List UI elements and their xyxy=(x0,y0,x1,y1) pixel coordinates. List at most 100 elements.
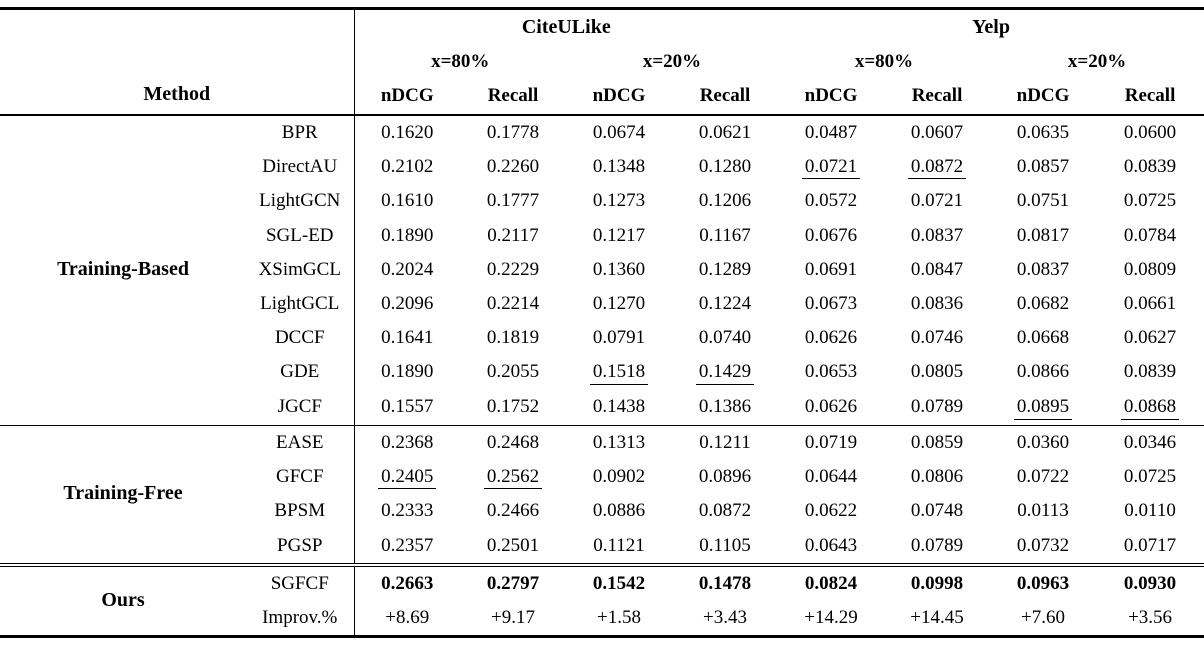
value: 0.1217 xyxy=(592,224,646,246)
table-row: DCCF 0.1641 0.1819 0.0791 0.0740 0.0626 0.0746… xyxy=(0,320,1204,355)
metric-value: 0.1429 xyxy=(672,355,778,390)
method-name: SGL-ED xyxy=(265,224,334,246)
value: 0.0784 xyxy=(1123,224,1177,246)
value: 0.1105 xyxy=(699,534,751,556)
split-header: x=20% xyxy=(1067,51,1127,73)
metric-value: 0.0346 xyxy=(1096,424,1204,460)
value: +14.45 xyxy=(910,606,964,628)
table-header: Method CiteULike Yelp x=80% x=20% x=80% … xyxy=(0,8,1204,115)
metric-value: +14.45 xyxy=(884,601,990,637)
metric-value: 0.2562 xyxy=(460,460,566,495)
value: 0.0600 xyxy=(1123,121,1177,143)
group-label: Ours xyxy=(0,562,246,637)
value: 0.0751 xyxy=(1016,190,1070,212)
value: 0.2466 xyxy=(486,500,540,522)
table-row: JGCF 0.1557 0.1752 0.1438 0.1386 0.0626 0.0789… xyxy=(0,389,1204,426)
value: 0.0644 xyxy=(804,466,858,487)
value: 0.2024 xyxy=(381,258,434,280)
metric-value: 0.0868 xyxy=(1096,390,1204,425)
metric-value: 0.0872 xyxy=(884,150,990,185)
metric-value: 0.0572 xyxy=(778,184,884,218)
value: 0.0113 xyxy=(1017,500,1069,522)
metric-value: 0.1105 xyxy=(672,529,778,565)
value: 0.0722 xyxy=(1016,466,1070,487)
value: 0.2055 xyxy=(486,361,540,383)
metric-value: 0.1890 xyxy=(353,354,461,390)
value: 0.0346 xyxy=(1123,431,1177,453)
metric-header: Recall xyxy=(911,85,963,107)
value: 0.0717 xyxy=(1123,534,1177,556)
metric-value: 0.2102 xyxy=(353,149,461,185)
metric-value: 0.1386 xyxy=(672,390,778,425)
best-value: 0.0824 xyxy=(804,572,858,594)
value: 0.0622 xyxy=(804,500,858,522)
best-value: 0.1478 xyxy=(698,572,752,594)
value: 0.1610 xyxy=(381,190,434,212)
method-name: BPR xyxy=(281,121,318,143)
metric-value: 0.2214 xyxy=(460,287,566,321)
metric-value: 0.2797 xyxy=(460,562,567,601)
metric-value: 0.0661 xyxy=(1096,287,1204,321)
value: 0.0789 xyxy=(910,396,964,418)
metric-value: 0.0837 xyxy=(884,219,990,253)
metric-value: 0.1280 xyxy=(672,150,778,185)
value: 0.0809 xyxy=(1123,258,1177,280)
metric-value: 0.1641 xyxy=(353,320,461,355)
metric-value: 0.2501 xyxy=(460,529,566,565)
metric-value: 0.0674 xyxy=(566,115,672,150)
metric-value: 0.2229 xyxy=(460,253,566,287)
value: +3.56 xyxy=(1128,606,1173,628)
value: 0.0746 xyxy=(910,326,964,348)
metric-value: 0.0113 xyxy=(990,494,1096,528)
metric-header: nDCG xyxy=(804,85,858,107)
value: 0.1121 xyxy=(593,534,645,556)
value: 0.0805 xyxy=(910,361,964,383)
metric-value: 0.2466 xyxy=(460,494,566,528)
metric-value: 0.0791 xyxy=(566,321,672,355)
metric-value: 0.0930 xyxy=(1096,562,1204,601)
metric-value: 0.0824 xyxy=(778,562,885,601)
table-row: Training-Based BPR 0.1620 0.1778 0.0674 0.062… xyxy=(0,114,1204,280)
table-row: LightGCN 0.1610 0.1777 0.1273 0.1206 0.0572 0.… xyxy=(0,184,1204,219)
table-row: GFCF 0.2405 0.2562 0.0902 0.0896 0.0644 0.0806… xyxy=(0,459,1204,495)
metric-value: 0.1620 xyxy=(353,114,461,150)
method-column-header: Method xyxy=(143,83,211,106)
metric-value: 0.0110 xyxy=(1096,494,1204,528)
metric-value: 0.0806 xyxy=(884,460,990,495)
metric-value: 0.2117 xyxy=(460,219,566,253)
second-best-value: 0.0872 xyxy=(907,156,967,180)
metric-value: 0.0896 xyxy=(672,460,778,495)
value: 0.0487 xyxy=(804,121,858,143)
value: +3.43 xyxy=(703,606,747,628)
metric-value: +8.69 xyxy=(353,600,461,637)
metric-value: 0.0725 xyxy=(1096,460,1204,495)
metric-value: 0.2260 xyxy=(460,150,566,185)
metric-value: 0.2096 xyxy=(353,286,461,321)
metric-value: 0.1778 xyxy=(460,115,566,150)
metric-value: 0.2333 xyxy=(353,494,461,529)
value: 0.1438 xyxy=(592,396,646,418)
metric-value: 0.0872 xyxy=(672,494,778,528)
value: 0.0668 xyxy=(1016,326,1070,348)
metric-value: 0.1270 xyxy=(566,287,672,321)
value: 0.0626 xyxy=(804,326,858,348)
second-best-value: 0.2405 xyxy=(378,466,437,490)
value: 0.0866 xyxy=(1016,361,1070,383)
dataset-header-row: Method CiteULike Yelp xyxy=(0,8,1204,105)
value: 0.0817 xyxy=(1016,224,1070,246)
best-value: 0.2797 xyxy=(486,572,540,594)
metric-value: 0.0902 xyxy=(566,460,672,495)
value: 0.0360 xyxy=(1016,431,1070,453)
value: 0.2214 xyxy=(486,292,540,314)
metric-value: +9.17 xyxy=(460,601,566,637)
metric-value: +7.60 xyxy=(990,601,1096,637)
metric-value: 0.1360 xyxy=(566,253,672,287)
value: 0.1313 xyxy=(592,431,646,453)
method-name: LightGCN xyxy=(259,190,341,212)
metric-header: nDCG xyxy=(1016,85,1070,107)
second-best-value: 0.0895 xyxy=(1013,396,1073,420)
results-table: Method CiteULike Yelp x=80% x=20% x=80% … xyxy=(0,7,1204,638)
metric-value: 0.0789 xyxy=(884,390,990,425)
split-header: x=80% xyxy=(854,51,914,73)
metric-value: 0.0895 xyxy=(990,390,1096,425)
